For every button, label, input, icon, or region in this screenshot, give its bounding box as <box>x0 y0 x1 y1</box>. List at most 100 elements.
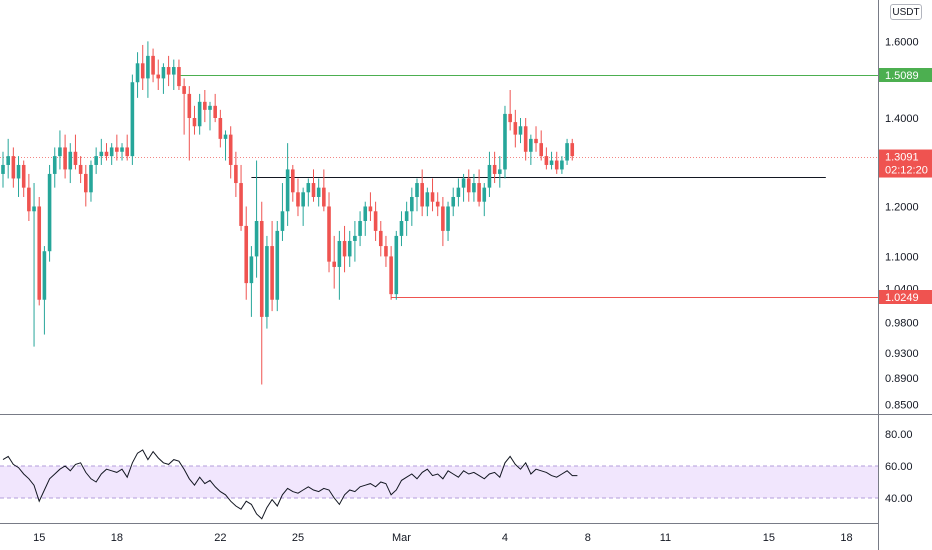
rsi-pane[interactable]: 80.00 60.00 40.00 <box>0 429 913 520</box>
candle-body <box>27 187 31 212</box>
candle-body <box>466 178 471 193</box>
price-tick-label: 0.9300 <box>885 348 919 360</box>
time-tick-label: 18 <box>111 532 123 544</box>
candle-body <box>570 143 575 157</box>
candle-body <box>265 246 269 317</box>
candle-body <box>135 63 140 83</box>
candle-body <box>389 256 393 295</box>
rsi-line <box>2 449 578 520</box>
candle-body <box>456 187 461 197</box>
candle-body <box>435 201 440 207</box>
price-tick-label: 1.4000 <box>885 113 919 125</box>
candle-body <box>1 164 5 174</box>
time-axis[interactable]: 15 18 22 25 Mar 4 8 11 15 18 <box>33 532 853 544</box>
candle-body <box>94 156 98 165</box>
candle-body <box>89 164 93 193</box>
candle-body <box>446 206 450 231</box>
time-tick-label: Mar <box>392 532 411 544</box>
time-tick-label: 18 <box>840 532 852 544</box>
candle-body <box>347 240 352 257</box>
candle-body <box>68 151 73 170</box>
candle-body <box>16 164 21 179</box>
candle-body <box>285 169 290 212</box>
candle-body <box>306 183 311 193</box>
candle-body <box>322 187 326 207</box>
candle-body <box>487 164 492 188</box>
candle-body <box>513 122 518 135</box>
candle-body <box>384 246 388 257</box>
currency-label[interactable]: USDT <box>890 4 922 20</box>
candle-body <box>275 230 280 300</box>
candle-body <box>492 164 497 174</box>
candle-body <box>234 164 238 184</box>
candle-body <box>161 67 166 79</box>
candle-body <box>99 151 104 157</box>
candle-body <box>6 156 10 165</box>
time-tick-label: 22 <box>214 532 226 544</box>
candle-body <box>301 192 305 207</box>
price-tick-label: 1.2000 <box>885 201 919 213</box>
price-badge-value: 1.3091 <box>885 152 919 164</box>
candle-body <box>254 221 259 257</box>
candle-body <box>482 187 487 202</box>
candle-body <box>104 151 109 157</box>
price-tick-label: 1.1000 <box>885 251 919 263</box>
candle-body <box>249 256 254 284</box>
candle-body <box>239 183 243 226</box>
candle-body <box>498 169 502 174</box>
candle-body <box>228 134 233 165</box>
candle-body <box>125 147 129 157</box>
candle-body <box>171 67 176 75</box>
candle-body <box>430 192 435 202</box>
candle-body <box>441 206 445 231</box>
candle-body <box>503 113 507 170</box>
candle-body <box>47 173 52 252</box>
candle-body <box>42 251 47 300</box>
time-tick-label: 15 <box>33 532 45 544</box>
candle-body <box>120 147 124 152</box>
candle-body <box>187 93 192 118</box>
candle-body <box>461 178 466 188</box>
candle-body <box>529 138 533 152</box>
candle-body <box>52 156 57 174</box>
candle-body <box>296 192 300 207</box>
candle-body <box>549 160 554 165</box>
candle-body <box>353 235 357 241</box>
candle-body <box>368 206 373 212</box>
candle-body <box>363 206 368 222</box>
rsi-axis: 80.00 60.00 40.00 <box>885 429 913 505</box>
candle-body <box>280 211 285 231</box>
rsi-tick-label: 40.00 <box>885 493 913 505</box>
candle-body <box>410 196 414 212</box>
candle-body <box>156 74 161 79</box>
candle-body <box>508 113 512 123</box>
candle-body <box>259 221 264 317</box>
candle-body <box>358 221 362 236</box>
candle-body <box>337 240 342 267</box>
rsi-band-fill <box>0 466 878 498</box>
candle-body <box>63 147 67 170</box>
price-pane[interactable]: 1.60001.40001.20001.10001.04000.98000.93… <box>0 36 932 411</box>
candle-body <box>73 151 78 165</box>
candle-body <box>554 160 559 170</box>
price-tick-label: 0.8900 <box>885 373 919 385</box>
horizontal-level-lines[interactable] <box>0 75 878 298</box>
candle-body <box>342 240 347 257</box>
price-badge-bg <box>879 149 932 178</box>
candle-body <box>539 143 543 157</box>
time-tick-label: 4 <box>502 532 508 544</box>
candle-body <box>197 101 202 127</box>
candle-body <box>477 183 481 202</box>
price-badge-bg <box>879 290 932 304</box>
candle-body <box>32 206 36 212</box>
candle-body <box>332 261 336 267</box>
candle-body <box>518 126 523 135</box>
candle-body <box>146 55 150 79</box>
candle-body <box>37 206 42 300</box>
candle-body <box>58 147 62 157</box>
candle-body <box>182 86 186 94</box>
candle-body <box>270 246 274 300</box>
bar-countdown: 02:12:20 <box>885 165 928 177</box>
time-tick-label: 8 <box>585 532 591 544</box>
